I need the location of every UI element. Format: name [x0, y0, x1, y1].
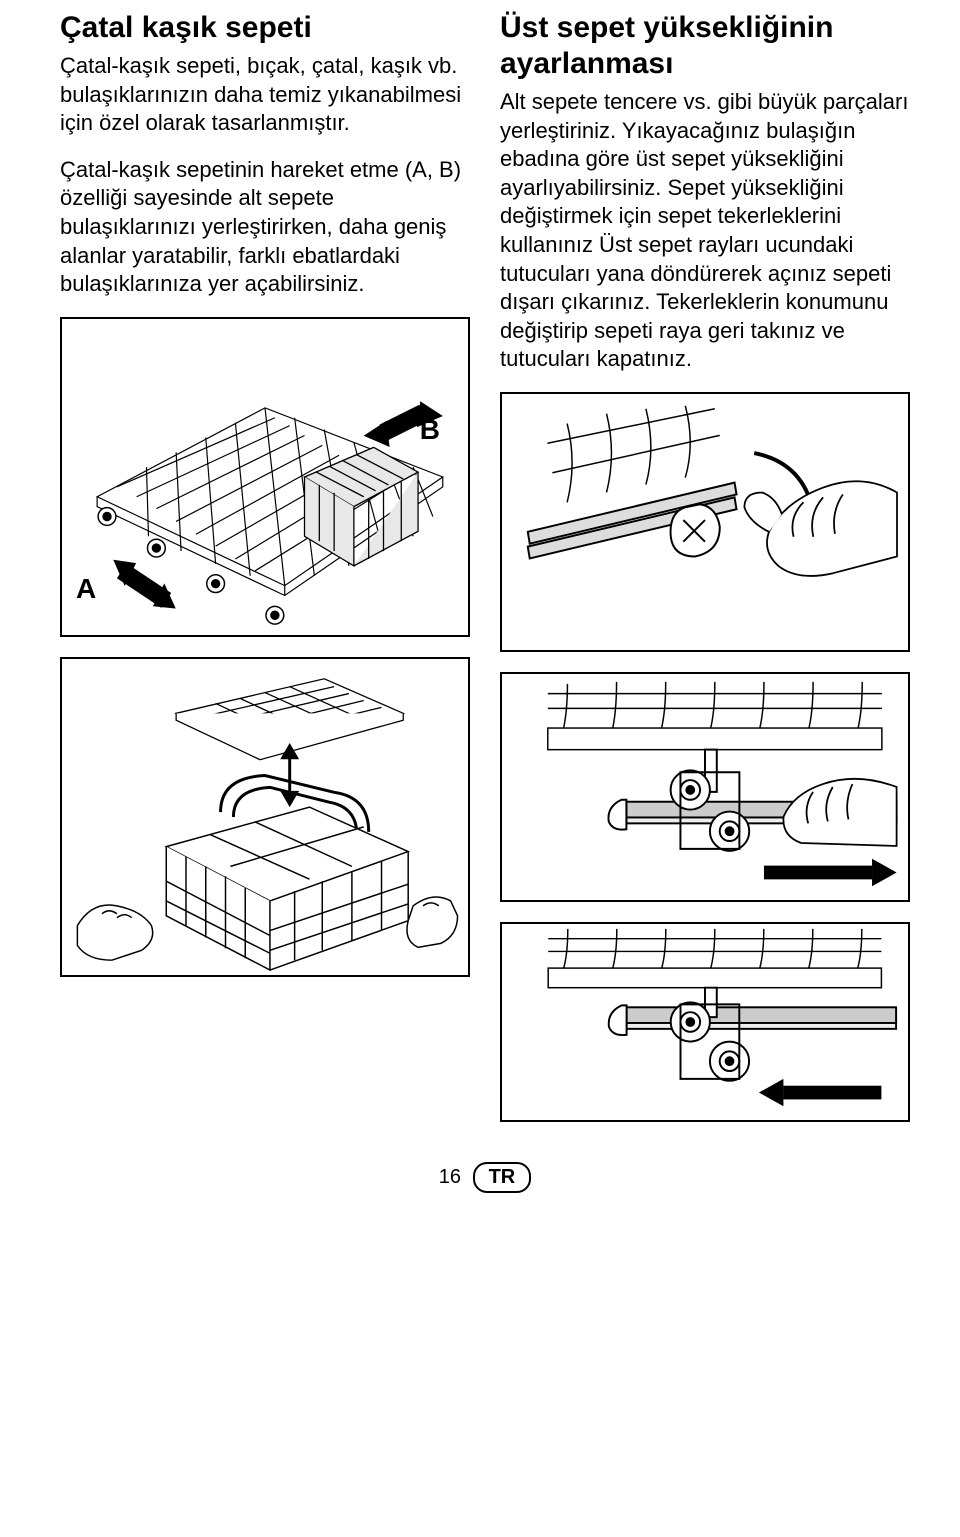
right-heading: Üst sepet yüksekliğinin ayarlanması: [500, 10, 910, 82]
page-number: 16: [439, 1166, 461, 1189]
figure-cutlery-basket: [60, 657, 470, 977]
figure-rail-stopper: [500, 392, 910, 652]
right-para1: Alt sepete tencere vs. gibi büyük parçal…: [500, 88, 910, 374]
figure-lower-rack: B A: [60, 317, 470, 637]
label-a: A: [76, 573, 96, 605]
left-heading: Çatal kaşık sepeti: [60, 10, 470, 46]
left-para1: Çatal-kaşık sepeti, bıçak, çatal, kaşık …: [60, 52, 470, 138]
figure-wheels-high: [500, 672, 910, 902]
lang-badge: TR: [473, 1162, 532, 1193]
label-b: B: [420, 414, 440, 446]
left-para2: Çatal-kaşık sepetinin hareket etme (A, B…: [60, 156, 470, 299]
page-footer: 16 TR: [60, 1162, 910, 1193]
figure-wheels-low: [500, 922, 910, 1122]
